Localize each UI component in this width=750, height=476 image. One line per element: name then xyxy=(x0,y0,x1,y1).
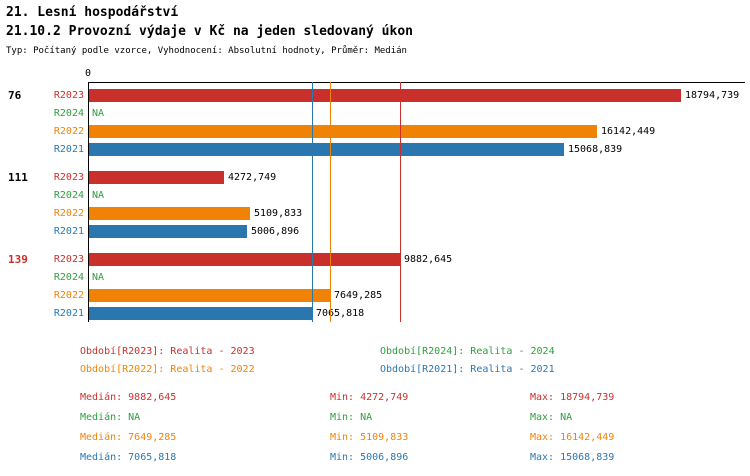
series-label: R2022 xyxy=(53,290,84,301)
bar-row: R2024 NA xyxy=(0,189,750,202)
bar-value-label: 7649,285 xyxy=(334,290,383,301)
stat-max-R2024: Max: NA xyxy=(530,412,573,423)
median-line-R2021 xyxy=(312,82,313,322)
value-bar xyxy=(89,143,564,156)
value-bar xyxy=(89,125,597,138)
stat-max-R2023: Max: 18794,739 xyxy=(530,392,615,403)
series-label: R2022 xyxy=(53,208,84,219)
stat-min-R2024: Min: NA xyxy=(330,412,373,423)
stat-median-R2024: Medián: NA xyxy=(80,412,141,423)
bar-row: R2021 7065,818 xyxy=(0,307,750,320)
group-row-number: 76 xyxy=(8,89,22,102)
bar-row: R2023 18794,739 xyxy=(0,89,750,102)
stat-min-R2023: Min: 4272,749 xyxy=(330,392,409,403)
value-bar xyxy=(89,225,247,238)
bar-row: R2021 15068,839 xyxy=(0,143,750,156)
median-line-R2023 xyxy=(400,82,401,322)
series-label: R2021 xyxy=(53,226,84,237)
y-axis-line xyxy=(88,82,89,322)
stat-min-R2022: Min: 5109,833 xyxy=(330,432,409,443)
bar-chart: 0 76 R2023 18794,739 R2024 NA R2022 16142,449 R… xyxy=(0,62,750,324)
group-row-number: 111 xyxy=(8,171,28,184)
bar-value-label: NA xyxy=(92,272,105,283)
series-label: R2024 xyxy=(53,108,84,119)
group-row-number: 139 xyxy=(8,253,28,266)
bar-row: R2022 16142,449 xyxy=(0,125,750,138)
stat-median-R2022: Medián: 7649,285 xyxy=(80,432,177,443)
chart-meta-line: Typ: Počítaný podle vzorce, Vyhodnocení:… xyxy=(6,46,407,56)
series-label: R2024 xyxy=(53,190,84,201)
value-bar xyxy=(89,89,681,102)
stat-max-R2021: Max: 15068,839 xyxy=(530,452,615,463)
x-axis-line xyxy=(88,82,745,83)
bar-value-label: 9882,645 xyxy=(404,254,453,265)
report-section-title: 21. Lesní hospodářství xyxy=(6,5,179,20)
value-bar xyxy=(89,307,312,320)
bar-row: R2023 4272,749 xyxy=(0,171,750,184)
bar-value-label: 15068,839 xyxy=(568,144,623,155)
legend: Období[R2023]: Realita - 2023 Období[R202… xyxy=(0,346,750,386)
chart-title: 21.10.2 Provozní výdaje v Kč na jeden sl… xyxy=(6,24,413,39)
stat-max-R2022: Max: 16142,449 xyxy=(530,432,615,443)
value-bar xyxy=(89,207,250,220)
bar-row: R2022 5109,833 xyxy=(0,207,750,220)
value-bar xyxy=(89,289,330,302)
bar-value-label: NA xyxy=(92,190,105,201)
bar-row: R2023 9882,645 xyxy=(0,253,750,266)
bar-row: R2024 NA xyxy=(0,107,750,120)
series-label: R2022 xyxy=(53,126,84,137)
legend-item-R2022: Období[R2022]: Realita - 2022 xyxy=(80,364,255,375)
bar-value-label: 4272,749 xyxy=(228,172,277,183)
bar-row: R2022 7649,285 xyxy=(0,289,750,302)
value-bar xyxy=(89,253,400,266)
legend-item-R2024: Období[R2024]: Realita - 2024 xyxy=(380,346,555,357)
bar-value-label: NA xyxy=(92,108,105,119)
stat-min-R2021: Min: 5006,896 xyxy=(330,452,409,463)
median-line-R2022 xyxy=(330,82,331,322)
bar-value-label: 5109,833 xyxy=(254,208,303,219)
bar-value-label: 5006,896 xyxy=(251,226,300,237)
series-label: R2024 xyxy=(53,272,84,283)
bar-value-label: 16142,449 xyxy=(601,126,656,137)
value-bar xyxy=(89,171,224,184)
bar-row: R2024 NA xyxy=(0,271,750,284)
series-label: R2021 xyxy=(53,308,84,319)
bar-value-label: 18794,739 xyxy=(685,90,740,101)
series-label: R2021 xyxy=(53,144,84,155)
stat-median-R2021: Medián: 7065,818 xyxy=(80,452,177,463)
x-axis-zero-label: 0 xyxy=(84,68,92,79)
legend-item-R2021: Období[R2021]: Realita - 2021 xyxy=(380,364,555,375)
bar-row: R2021 5006,896 xyxy=(0,225,750,238)
stat-median-R2023: Medián: 9882,645 xyxy=(80,392,177,403)
legend-item-R2023: Období[R2023]: Realita - 2023 xyxy=(80,346,255,357)
bar-value-label: 7065,818 xyxy=(316,308,365,319)
series-label: R2023 xyxy=(53,254,84,265)
series-label: R2023 xyxy=(53,90,84,101)
stats-table: Medián: 9882,645 Min: 4272,749 Max: 18794,… xyxy=(0,392,750,476)
series-label: R2023 xyxy=(53,172,84,183)
